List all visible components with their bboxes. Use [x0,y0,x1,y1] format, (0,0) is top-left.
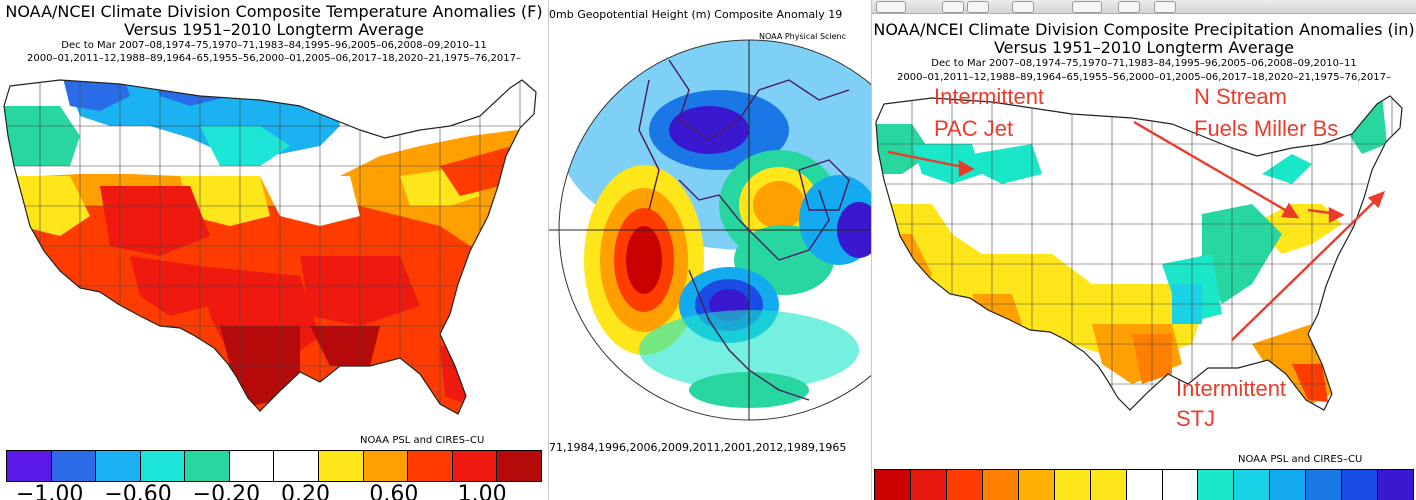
geopotential-years: 71,1984,1996,2006,2009,2011,2001,2012,19… [549,441,847,454]
precipitation-legend-swatch [1090,470,1127,500]
precipitation-legend-swatch [1306,470,1343,500]
temperature-credit: NOAA PSL and CIRES–CU [360,435,485,446]
precipitation-legend-swatch [1378,470,1414,500]
zoom-out-button[interactable] [942,1,964,13]
temperature-years-line1: Dec to Mar 2007–08,1974–75,1970–71,1983–… [61,40,487,51]
temperature-map-subtitle: Versus 1951–2010 Longterm Average [123,20,425,39]
precipitation-us-map [875,95,1403,411]
precipitation-legend-swatch [1342,470,1379,500]
temperature-years-line2: 2000–01,2011–12,1988–89,1964–65,1955–56,… [27,53,521,64]
precipitation-years-line2: 2000–01,2011–12,1988–89,1964–65,1955–56,… [897,72,1391,83]
precipitation-anomaly-panel: NOAA/NCEI Climate Division Composite Pre… [872,14,1416,500]
precipitation-legend-swatch [875,470,911,500]
precipitation-legend-swatch [1234,470,1271,500]
temperature-legend-tick: −0.60 [104,482,172,500]
precipitation-legend-swatch [1162,470,1199,500]
n-stream-annotation-line2: Fuels Miller Bs [1194,116,1339,141]
precipitation-years-line1: Dec to Mar 2007–08,1974–75,1970–71,1983–… [931,58,1357,69]
precipitation-map-subtitle: Versus 1951–2010 Longterm Average [993,38,1295,57]
preview-toolbar [872,0,1416,14]
temperature-legend-swatch [229,451,275,481]
temperature-legend-tick: −1.00 [16,482,84,500]
geopotential-credit: NOAA Physical Scienc [759,32,847,41]
annotate-button[interactable] [1154,1,1176,13]
temperature-anomaly-panel: NOAA/NCEI Climate Division Composite Tem… [0,0,548,500]
precipitation-legend-swatch [982,470,1019,500]
zoom-in-button[interactable] [967,1,989,13]
temperature-legend-swatch [274,451,320,481]
precipitation-legend-swatch [1126,470,1163,500]
stj-annotation-line1: Intermittent [1176,376,1287,401]
temperature-legend-swatch [7,451,52,481]
stj-annotation-line2: STJ [1176,406,1216,431]
precipitation-credit: NOAA PSL and CIRES–CU [1238,454,1363,465]
temperature-legend-tick: 1.00 [457,482,507,500]
temperature-us-map [3,79,537,415]
share-button[interactable] [1012,1,1034,13]
temperature-legend-swatch [96,451,141,481]
precipitation-legend-swatch [1198,470,1235,500]
n-stream-annotation-line1: N Stream [1194,84,1287,109]
temperature-legend-swatch [185,451,230,481]
temperature-legend-tick: 0.60 [369,482,419,500]
precipitation-legend-swatch [910,470,947,500]
pac-jet-annotation-line1: Intermittent [934,84,1045,109]
temperature-legend-swatch [497,451,541,481]
temperature-map-title: NOAA/NCEI Climate Division Composite Tem… [5,2,543,21]
geopotential-height-panel: 0mb Geopotential Height (m) Composite An… [548,0,872,500]
geopotential-title: 0mb Geopotential Height (m) Composite An… [549,8,843,21]
temperature-color-legend [6,450,542,482]
temperature-legend-swatch [51,451,97,481]
temperature-legend-swatch [363,451,409,481]
polar-stereographic-map [549,39,871,421]
temperature-legend-tick: −0.20 [192,482,261,500]
temperature-legend-tick: 0.20 [281,482,330,500]
precipitation-color-legend [874,469,1414,500]
temperature-legend-swatch [140,451,186,481]
temperature-legend-swatch [452,451,498,481]
temperature-legend-swatch [319,451,364,481]
temperature-legend-swatch [408,451,453,481]
precipitation-map-title: NOAA/NCEI Climate Division Composite Pre… [873,20,1415,39]
rotate-button[interactable] [1118,1,1140,13]
precipitation-legend-swatch [1270,470,1307,500]
pac-jet-annotation-line2: PAC Jet [934,116,1014,141]
sidebar-toggle-button[interactable] [876,1,906,13]
precipitation-legend-swatch [946,470,983,500]
precipitation-legend-swatch [1018,470,1055,500]
markup-button[interactable] [1072,1,1102,13]
precipitation-legend-swatch [1054,470,1091,500]
